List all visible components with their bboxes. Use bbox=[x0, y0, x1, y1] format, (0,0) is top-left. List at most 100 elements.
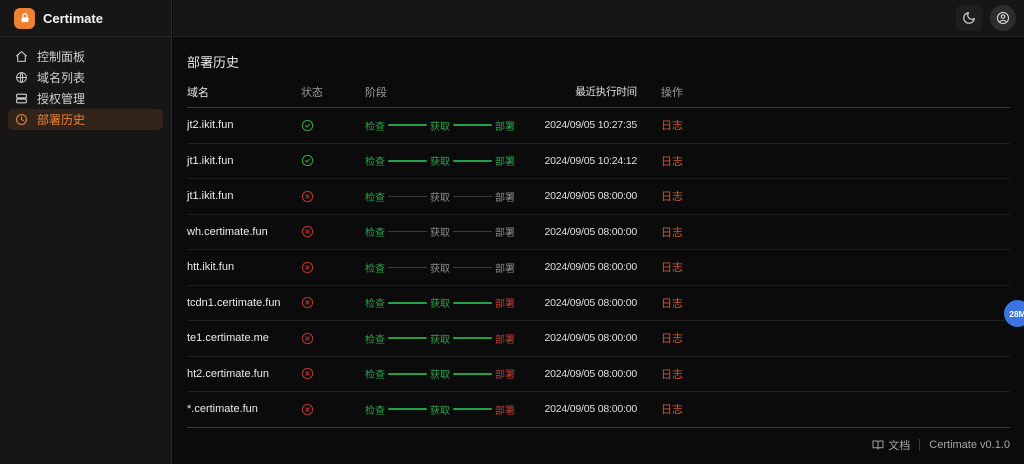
sidebar-item-dashboard[interactable]: 控制面板 bbox=[8, 46, 163, 67]
stage-step-label: 检查 bbox=[365, 192, 385, 204]
time-cell: 2024/09/05 08:00:00 bbox=[544, 296, 637, 309]
stage-step-label: 部署 bbox=[495, 334, 515, 346]
stage-connector bbox=[453, 408, 492, 411]
stage-step-label: 部署 bbox=[495, 192, 515, 204]
log-link[interactable]: 日志 bbox=[661, 404, 683, 417]
brand-name: Certimate bbox=[43, 10, 103, 26]
circle-x-icon bbox=[301, 296, 314, 309]
log-link[interactable]: 日志 bbox=[661, 226, 683, 239]
stage-cell: 检查 获取 部署 bbox=[365, 153, 541, 168]
stage-step-label: 获取 bbox=[430, 157, 450, 169]
stage-connector bbox=[388, 301, 427, 304]
stage-step-label: 部署 bbox=[495, 121, 515, 133]
app-logo bbox=[14, 7, 35, 29]
circle-x-icon bbox=[301, 403, 314, 416]
stage-step-label: 检查 bbox=[365, 334, 385, 346]
action-cell: 日志 bbox=[661, 366, 683, 382]
stage-step-label: 检查 bbox=[365, 405, 385, 417]
domain-cell: *.certimate.fun bbox=[187, 403, 258, 416]
stage-connector bbox=[453, 337, 492, 340]
domain-cell: tcdn1.certimate.fun bbox=[187, 296, 281, 309]
log-link[interactable]: 日志 bbox=[661, 333, 683, 346]
status-cell bbox=[301, 332, 365, 345]
time-cell: 2024/09/05 10:24:12 bbox=[544, 154, 637, 167]
page-title: 部署历史 bbox=[187, 55, 240, 70]
domain-cell: te1.certimate.me bbox=[187, 332, 269, 345]
stage-cell: 检查 获取 部署 bbox=[365, 331, 541, 346]
circle-x-icon bbox=[301, 332, 314, 345]
history-icon bbox=[15, 113, 28, 126]
sidebar-item-label: 部署历史 bbox=[37, 113, 86, 127]
sidebar-header: Certimate bbox=[0, 0, 171, 37]
stage-progress: 检查 获取 部署 bbox=[365, 295, 515, 310]
stage-connector bbox=[453, 301, 492, 304]
sidebar-item-history[interactable]: 部署历史 bbox=[8, 109, 163, 130]
docs-label: 文档 bbox=[888, 440, 911, 452]
table-row: te1.certimate.me 检查 获取 部署 2024/09/05 08:00:0… bbox=[187, 321, 1010, 357]
sidebar-item-auth[interactable]: 授权管理 bbox=[8, 88, 163, 109]
status-cell bbox=[301, 225, 365, 238]
log-link[interactable]: 日志 bbox=[661, 155, 683, 168]
stage-step-label: 获取 bbox=[430, 263, 450, 275]
stage-cell: 检查 获取 部署 bbox=[365, 402, 541, 417]
stage-step-label: 部署 bbox=[495, 299, 515, 311]
stage-step-label: 获取 bbox=[430, 121, 450, 133]
table-row: jt2.ikit.fun 检查 获取 部署 2024/09/05 10:27:35 日志 bbox=[187, 108, 1010, 144]
action-cell: 日志 bbox=[661, 401, 683, 417]
domain-cell: jt2.ikit.fun bbox=[187, 119, 234, 132]
stage-progress: 检查 获取 部署 bbox=[365, 366, 515, 381]
action-cell: 日志 bbox=[661, 330, 683, 346]
status-cell bbox=[301, 190, 365, 203]
time-cell: 2024/09/05 08:00:00 bbox=[544, 367, 637, 380]
theme-toggle-button[interactable] bbox=[956, 5, 982, 31]
stage-connector bbox=[388, 408, 427, 411]
table-row: tcdn1.certimate.fun 检查 获取 部署 2024/09/05 08:0… bbox=[187, 286, 1010, 321]
log-link[interactable]: 日志 bbox=[661, 297, 683, 310]
stage-step-label: 部署 bbox=[495, 263, 515, 275]
stage-connector bbox=[453, 159, 492, 162]
sidebar-nav: 控制面板 域名列表 授权管理部署历史 bbox=[0, 37, 171, 139]
stage-connector bbox=[388, 195, 427, 197]
footer-divider bbox=[919, 439, 921, 451]
table-row: wh.certimate.fun 检查 获取 部署 2024/09/05 08:00:0… bbox=[187, 215, 1010, 250]
circle-check-icon bbox=[301, 154, 314, 167]
stage-cell: 检查 获取 部署 bbox=[365, 224, 541, 239]
stage-step-label: 检查 bbox=[365, 121, 385, 133]
table-row: jt1.ikit.fun 检查 获取 部署 2024/09/05 08:00:00 日志 bbox=[187, 179, 1010, 215]
sidebar: Certimate 控制面板 域名列表 授权管理部署历史 bbox=[0, 0, 172, 464]
table-row: *.certimate.fun 检查 获取 部署 2024/09/05 08:00:00… bbox=[187, 392, 1010, 428]
stage-progress: 检查 获取 部署 bbox=[365, 402, 515, 417]
account-menu-button[interactable] bbox=[990, 5, 1016, 31]
stage-cell: 检查 获取 部署 bbox=[365, 366, 541, 381]
docs-link[interactable]: 文档 bbox=[872, 437, 910, 453]
stage-progress: 检查 获取 部署 bbox=[365, 331, 515, 346]
stage-progress: 检查 获取 部署 bbox=[365, 224, 515, 239]
extension-overlay-badge[interactable]: 28M bbox=[1004, 300, 1024, 327]
log-link[interactable]: 日志 bbox=[661, 191, 683, 204]
stage-connector bbox=[453, 231, 492, 233]
action-cell: 日志 bbox=[661, 259, 683, 275]
domain-cell: ht2.certimate.fun bbox=[187, 367, 269, 380]
status-cell bbox=[301, 154, 365, 167]
log-link[interactable]: 日志 bbox=[661, 262, 683, 275]
stage-step-label: 获取 bbox=[430, 334, 450, 346]
footer: 文档 Certimate v0.1.0 bbox=[872, 437, 1010, 453]
stage-step-label: 获取 bbox=[430, 228, 450, 240]
circle-check-icon bbox=[301, 119, 314, 132]
sidebar-item-domains[interactable]: 域名列表 bbox=[8, 67, 163, 88]
circle-x-icon bbox=[301, 225, 314, 238]
domain-cell: htt.ikit.fun bbox=[187, 261, 235, 274]
app-version: Certimate v0.1.0 bbox=[929, 439, 1010, 451]
server-icon bbox=[15, 92, 28, 105]
log-link[interactable]: 日志 bbox=[661, 120, 683, 133]
table-header: 域名 状态 阶段 最近执行时间 操作 bbox=[187, 76, 1010, 108]
time-cell: 2024/09/05 08:00:00 bbox=[544, 190, 637, 203]
stage-step-label: 检查 bbox=[365, 370, 385, 382]
circle-x-icon bbox=[301, 190, 314, 203]
stage-connector bbox=[388, 231, 427, 233]
stage-step-label: 检查 bbox=[365, 228, 385, 240]
stage-connector bbox=[453, 124, 492, 127]
log-link[interactable]: 日志 bbox=[661, 368, 683, 381]
topbar bbox=[173, 0, 1024, 37]
table-body: jt2.ikit.fun 检查 获取 部署 2024/09/05 10:27:35 日志 j… bbox=[187, 108, 1010, 428]
